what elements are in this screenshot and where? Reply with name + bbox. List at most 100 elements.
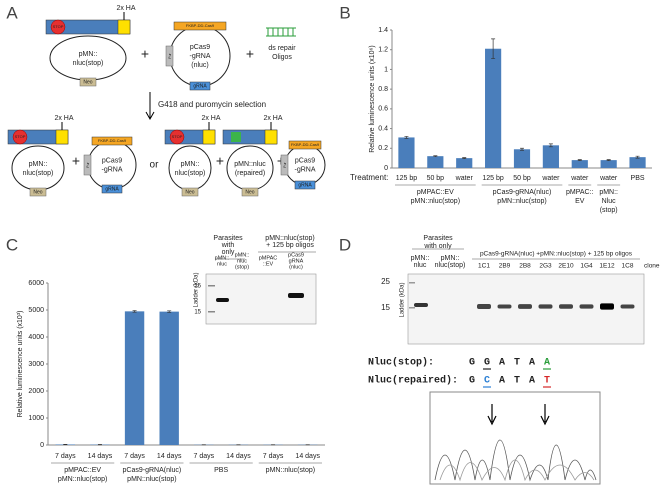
bar — [398, 137, 415, 168]
repaired-site — [231, 132, 241, 142]
neo-box — [29, 187, 47, 197]
x-tick-label: 7 days — [124, 453, 145, 460]
label: gRNA — [193, 83, 207, 89]
label: with — [221, 242, 235, 249]
label: Pur — [283, 161, 287, 167]
base: A — [499, 376, 505, 387]
label: pCas9 — [295, 157, 315, 164]
label: + — [246, 46, 254, 62]
label: gRNA — [289, 258, 304, 264]
error-bar — [404, 136, 409, 139]
base: T — [514, 376, 520, 387]
y-tick-label: 0.8 — [378, 86, 388, 93]
band — [497, 304, 512, 309]
label: Parasites — [213, 235, 243, 242]
label: 1E12 — [599, 263, 615, 270]
label: pMN:: — [181, 161, 200, 168]
label: nluc(stop) — [435, 262, 466, 269]
band — [409, 307, 415, 309]
label: nluc(stop) — [23, 170, 54, 177]
x-tick-label: 14 days — [157, 453, 182, 460]
label: pMN::nluc(stop) — [497, 198, 546, 205]
cas9-box — [173, 21, 227, 31]
label: 2x HA — [54, 115, 73, 122]
oligo — [266, 27, 296, 37]
label: Neo — [185, 189, 194, 195]
y-tick-label: 4000 — [28, 334, 44, 341]
base: T — [514, 358, 520, 369]
label: ::EV — [263, 261, 274, 267]
x-tick-label: 50 bp — [513, 175, 531, 182]
label: pCas9 — [288, 252, 304, 258]
x-tick-label: PBS — [631, 175, 645, 182]
pur-box — [165, 45, 174, 67]
error-bar — [606, 159, 611, 161]
base: G — [484, 358, 490, 369]
label: pCas9-gRNA(nluc) — [123, 467, 182, 474]
error-bar — [577, 159, 582, 161]
plasmid — [284, 144, 326, 186]
label: (stop) — [235, 264, 249, 270]
label: -gRNA — [189, 53, 210, 60]
label: + — [141, 46, 149, 62]
cas9-box — [91, 136, 133, 146]
label: STOP — [15, 134, 26, 139]
sequence-label: Nluc(repaired): — [368, 375, 458, 387]
label: Pur — [86, 161, 90, 167]
error-bar — [548, 143, 553, 148]
bar — [159, 311, 179, 445]
stop-site — [50, 19, 66, 35]
label: Parasites — [423, 235, 453, 242]
label: pMN:: — [235, 252, 250, 258]
label: 25 — [381, 277, 390, 286]
error-bar — [635, 155, 640, 159]
x-tick-label: 7 days — [194, 453, 215, 460]
panel-label: C — [6, 235, 18, 254]
label: nluc — [414, 262, 427, 269]
label: pCas9 — [190, 44, 210, 51]
label: ds repair — [268, 45, 296, 52]
base: A — [529, 376, 535, 387]
y-tick-label: 0.4 — [378, 125, 388, 132]
label: pMPAC:: — [566, 189, 594, 196]
y-tick-label: 1.2 — [378, 47, 388, 54]
label: FKBP-DD-Cas9 — [186, 23, 215, 28]
error-bar — [433, 155, 438, 158]
label: Treatment: — [350, 173, 388, 182]
band — [477, 304, 491, 309]
base: G — [469, 376, 475, 387]
label: 25 — [194, 284, 201, 290]
base: A — [499, 358, 505, 369]
bar — [485, 48, 502, 168]
label: pMPAC::EV — [64, 467, 101, 474]
label: FKBP-DD-Cas9 — [98, 138, 127, 143]
band — [620, 304, 635, 309]
label: pMN::nluc(stop) — [127, 476, 176, 483]
label: 15 — [381, 303, 390, 312]
x-tick-label: water — [599, 175, 618, 182]
bar — [542, 145, 559, 168]
x-tick-label: 125 bp — [482, 175, 504, 182]
label: nluc(stop) — [175, 170, 206, 177]
bar — [600, 160, 617, 168]
label: only — [222, 249, 235, 256]
x-tick-label: water — [570, 175, 589, 182]
neo-box — [241, 187, 259, 197]
label: nluc — [237, 258, 247, 264]
y-tick-label: 1 — [384, 66, 388, 73]
x-tick-label: 7 days — [55, 453, 76, 460]
band — [208, 285, 215, 287]
label: (stop) — [600, 207, 618, 214]
bar — [571, 160, 588, 168]
label: 1C1 — [478, 263, 490, 270]
plasmid — [168, 145, 212, 191]
label: pCas9 — [102, 157, 122, 164]
error-bar — [167, 310, 172, 313]
label: pMN::nluc(stop) — [411, 198, 460, 205]
grna-box — [101, 184, 123, 194]
label: 2x HA — [116, 5, 135, 12]
label: STOP — [172, 134, 183, 139]
label: 2x HA — [263, 115, 282, 122]
